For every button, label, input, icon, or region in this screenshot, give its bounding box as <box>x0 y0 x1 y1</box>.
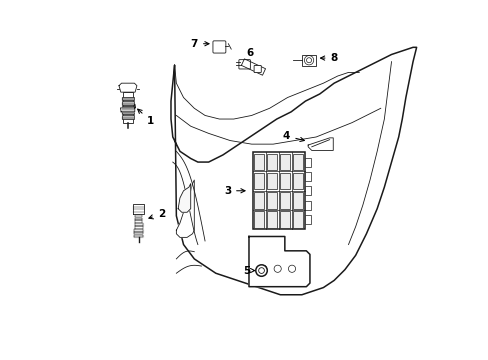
FancyBboxPatch shape <box>253 211 264 228</box>
Polygon shape <box>171 47 416 295</box>
FancyBboxPatch shape <box>301 55 315 66</box>
Text: 7: 7 <box>190 39 208 49</box>
FancyBboxPatch shape <box>304 172 310 181</box>
Text: 8: 8 <box>320 53 337 63</box>
Polygon shape <box>120 104 135 112</box>
Polygon shape <box>119 83 137 92</box>
Polygon shape <box>134 226 142 229</box>
FancyBboxPatch shape <box>253 154 264 170</box>
Polygon shape <box>135 217 142 220</box>
Text: 5: 5 <box>243 266 254 275</box>
FancyBboxPatch shape <box>292 192 303 208</box>
FancyBboxPatch shape <box>304 186 310 195</box>
Polygon shape <box>307 138 333 150</box>
FancyBboxPatch shape <box>122 116 134 119</box>
FancyBboxPatch shape <box>253 173 264 189</box>
FancyBboxPatch shape <box>122 92 133 123</box>
FancyBboxPatch shape <box>239 60 250 69</box>
FancyBboxPatch shape <box>304 215 310 224</box>
Circle shape <box>274 265 281 273</box>
Text: 1: 1 <box>138 109 154 126</box>
FancyBboxPatch shape <box>292 211 303 228</box>
FancyBboxPatch shape <box>122 97 134 100</box>
Text: 4: 4 <box>283 131 304 141</box>
FancyBboxPatch shape <box>122 106 134 110</box>
Polygon shape <box>134 229 142 231</box>
Polygon shape <box>241 59 265 75</box>
FancyBboxPatch shape <box>304 201 310 210</box>
FancyBboxPatch shape <box>253 192 264 208</box>
FancyBboxPatch shape <box>280 173 289 189</box>
Circle shape <box>288 265 295 273</box>
FancyBboxPatch shape <box>122 111 134 114</box>
Polygon shape <box>248 237 309 287</box>
FancyBboxPatch shape <box>252 152 304 229</box>
FancyBboxPatch shape <box>304 158 310 167</box>
FancyBboxPatch shape <box>266 154 277 170</box>
Circle shape <box>255 265 267 276</box>
FancyBboxPatch shape <box>212 41 225 53</box>
Polygon shape <box>135 215 142 217</box>
FancyBboxPatch shape <box>266 173 277 189</box>
FancyBboxPatch shape <box>254 66 261 73</box>
FancyBboxPatch shape <box>280 211 289 228</box>
Polygon shape <box>135 224 142 226</box>
Text: 6: 6 <box>246 48 253 58</box>
FancyBboxPatch shape <box>266 192 277 208</box>
FancyBboxPatch shape <box>292 173 303 189</box>
FancyBboxPatch shape <box>122 102 134 105</box>
Text: 3: 3 <box>224 186 244 196</box>
FancyBboxPatch shape <box>266 211 277 228</box>
Polygon shape <box>133 204 144 214</box>
Polygon shape <box>134 235 143 237</box>
Polygon shape <box>176 180 194 237</box>
FancyBboxPatch shape <box>292 154 303 170</box>
Text: 2: 2 <box>149 209 164 219</box>
Polygon shape <box>178 184 190 212</box>
FancyBboxPatch shape <box>280 192 289 208</box>
Polygon shape <box>135 220 142 223</box>
FancyBboxPatch shape <box>280 154 289 170</box>
Polygon shape <box>134 232 143 234</box>
Circle shape <box>259 265 266 273</box>
